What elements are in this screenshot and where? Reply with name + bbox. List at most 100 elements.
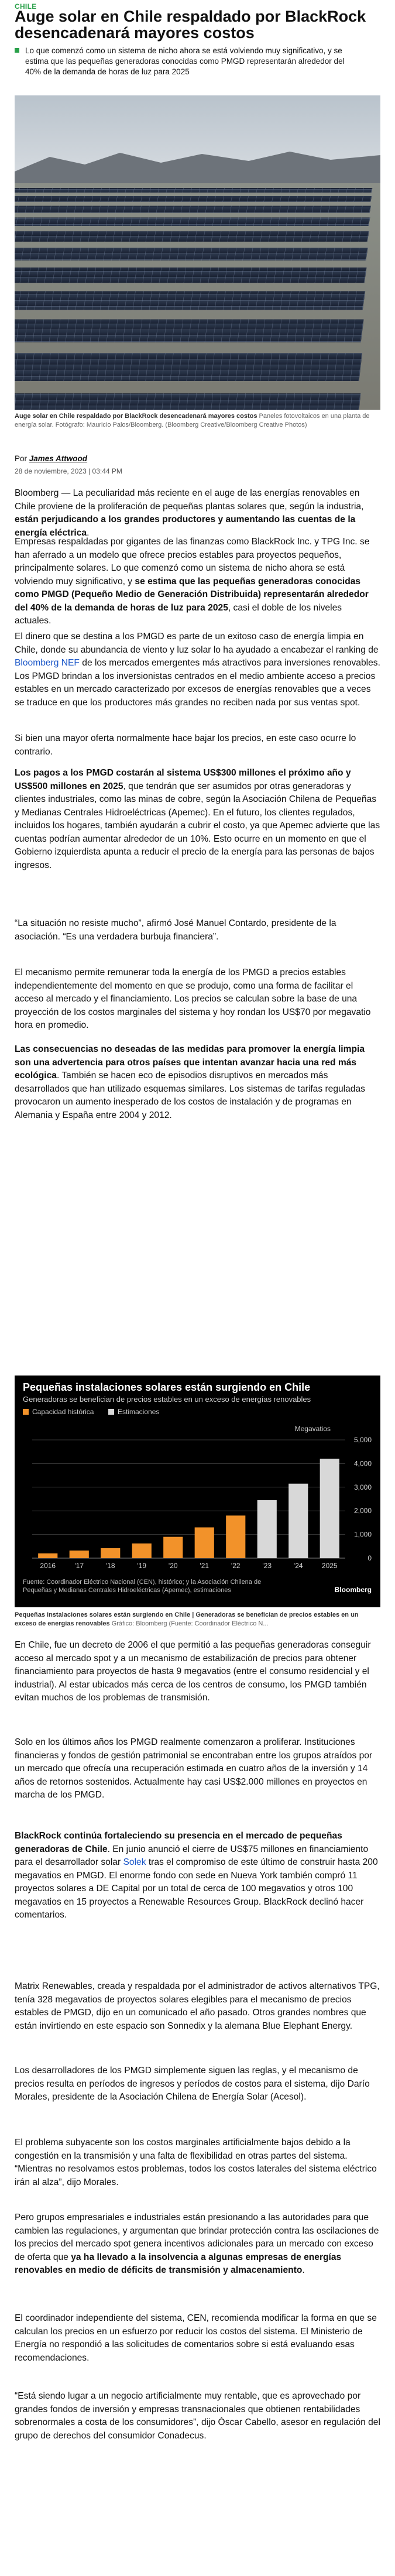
x-tick-label: '17: [74, 1562, 84, 1570]
chart-source-line-2: Pequeñas y Medianas Centrales Hidroeléct…: [23, 1587, 231, 1594]
bar-estimate: [320, 1459, 339, 1558]
bar-estimate: [288, 1483, 308, 1558]
solar-panels-photo: [15, 95, 380, 410]
bar-estimate: [257, 1500, 277, 1558]
text: El dinero que se destina a los PMGD es p…: [15, 632, 379, 655]
solar-panel-row: [15, 231, 369, 242]
solar-panel-row: [15, 267, 367, 283]
text: .: [302, 2265, 305, 2275]
solar-panel-row: [15, 188, 373, 193]
solar-panel-row: [15, 205, 372, 213]
bold-text: están perjudicando a los grandes product…: [15, 514, 356, 538]
legend-historic-swatch: [23, 1409, 29, 1415]
x-tick-label: '24: [294, 1562, 303, 1570]
legend-estimate-swatch: [108, 1409, 114, 1415]
hero-caption-title: Auge solar en Chile respaldado por Black…: [15, 413, 257, 420]
solar-capacity-chart: Pequeñas instalaciones solares están sur…: [15, 1376, 380, 1607]
paragraph-9: En Chile, fue un decreto de 2006 el que …: [15, 1639, 380, 1705]
paragraph-1: Bloomberg — La peculiaridad más reciente…: [15, 487, 380, 540]
text: . También se hacen eco de episodios disr…: [15, 1071, 365, 1120]
paragraph-7: El mecanismo permite remunerar toda la e…: [15, 966, 380, 1033]
section-kicker[interactable]: CHILE: [15, 2, 37, 11]
text: . En junio anunció el cierre de US$75 mi…: [15, 1844, 369, 1868]
chart-subtitle: Generadoras se benefician de precios est…: [23, 1395, 311, 1404]
paragraph-3: El dinero que se destina a los PMGD es p…: [15, 630, 380, 709]
solar-panel-row: [15, 196, 372, 202]
paragraph-2: Empresas respaldadas por gigantes de las…: [15, 536, 380, 628]
byline: Por James Attwood: [15, 454, 87, 463]
text: “Está siendo lugar a un negocio artifici…: [15, 2391, 380, 2441]
paragraph-11: BlackRock continúa fortaleciendo su pres…: [15, 1830, 380, 1922]
text: En Chile, fue un decreto de 2006 el que …: [15, 1640, 371, 1703]
bar-historic: [38, 1553, 58, 1558]
text: , casi el doble de los niveles actuales.: [15, 602, 342, 626]
solar-panel-row: [15, 291, 366, 310]
text: , que tendrán que ser asumidos por otras…: [15, 781, 380, 870]
bloomberg-nef-link[interactable]: Bloomberg NEF: [15, 658, 80, 668]
unit-label: Megavatios: [295, 1425, 331, 1433]
chart-caption-credit: Gráfico: Bloomberg (Fuente: Coordinador …: [109, 1620, 269, 1627]
deck-text: Lo que comenzó como un sistema de nicho …: [25, 46, 345, 76]
bold-text: BlackRock continúa fortaleciendo su pres…: [15, 1831, 342, 1854]
y-tick-label: 0: [367, 1554, 372, 1562]
bold-text: ya ha llevado a la insolvencia a algunas…: [15, 2252, 342, 2276]
hero-caption-credit: Paneles fotovoltaicos en una planta de e…: [15, 413, 370, 428]
publish-date: 28 de noviembre, 2023 | 03:44 PM: [15, 467, 122, 475]
chart-title: Pequeñas instalaciones solares están sur…: [23, 1381, 310, 1393]
text: “La situación no resiste mucho”, afirmó …: [15, 918, 336, 942]
article-headline: Auge solar en Chile respaldado por Black…: [15, 8, 366, 42]
text: Si bien una mayor oferta normalmente hac…: [15, 733, 356, 757]
text: Bloomberg — La peculiaridad más reciente…: [15, 488, 364, 512]
author-link[interactable]: James Attwood: [29, 454, 88, 463]
bar-historic: [69, 1551, 89, 1558]
paragraph-13: Los desarrolladores de los PMGD simpleme…: [15, 2064, 380, 2104]
paragraph-6: “La situación no resiste mucho”, afirmó …: [15, 917, 380, 944]
y-tick-label: 4,000: [354, 1459, 372, 1467]
paragraph-17: “Está siendo lugar a un negocio artifici…: [15, 2390, 380, 2443]
bold-text: se estima que las pequeñas generadoras c…: [15, 576, 369, 613]
bar-historic: [226, 1515, 246, 1558]
paragraph-16: El coordinador independiente del sistema…: [15, 2312, 380, 2365]
paragraph-12: Matrix Renewables, creada y respaldada p…: [15, 1980, 380, 2033]
text: Empresas respaldadas por gigantes de las…: [15, 537, 370, 586]
solek-link[interactable]: Solek: [123, 1857, 146, 1867]
solar-panel-row: [15, 248, 368, 260]
solar-panel-row: [15, 319, 364, 342]
chart-source-line-1: Fuente: Coordinador Eléctrico Nacional (…: [23, 1579, 261, 1586]
legend-historic-label: Capacidad histórica: [32, 1408, 94, 1416]
text: El mecanismo permite remunerar toda la e…: [15, 968, 371, 1030]
x-tick-label: '18: [106, 1562, 115, 1570]
chart-caption: Pequeñas instalaciones solares están sur…: [15, 1611, 380, 1628]
solar-panel-row: [15, 393, 361, 410]
chart-caption-title: Pequeñas instalaciones solares están sur…: [15, 1611, 359, 1627]
paragraph-10: Solo en los últimos años los PMGD realme…: [15, 1736, 380, 1802]
bloomberg-logo: Bloomberg: [335, 1586, 372, 1594]
hero-image: [15, 95, 380, 410]
x-tick-label: '22: [231, 1562, 241, 1570]
text: .: [87, 527, 90, 538]
text: El problema subyacente son los costos ma…: [15, 2138, 377, 2187]
bar-historic: [132, 1543, 152, 1558]
paragraph-5: Los pagos a los PMGD costarán al sistema…: [15, 767, 380, 872]
y-tick-label: 1,000: [354, 1531, 372, 1539]
y-tick-label: 3,000: [354, 1483, 372, 1491]
paragraph-8: Las consecuencias no deseadas de las med…: [15, 1043, 380, 1122]
x-tick-label: '21: [200, 1562, 209, 1570]
text: Los desarrolladores de los PMGD simpleme…: [15, 2066, 370, 2102]
bold-text: Los pagos a los PMGD costarán al sistema…: [15, 768, 351, 791]
y-tick-label: 5,000: [354, 1436, 372, 1444]
bullet-square-icon: [15, 48, 19, 53]
bar-historic: [163, 1536, 183, 1558]
paragraph-15: Pero grupos empresariales e industriales…: [15, 2211, 380, 2277]
byline-prefix: Por: [15, 454, 29, 463]
text: Solo en los últimos años los PMGD realme…: [15, 1737, 373, 1800]
solar-panel-row: [15, 353, 363, 381]
hero-caption: Auge solar en Chile respaldado por Black…: [15, 412, 380, 430]
text: Pero grupos empresariales e industriales…: [15, 2213, 379, 2262]
x-tick-label: '19: [137, 1562, 146, 1570]
bold-text: Las consecuencias no deseadas de las med…: [15, 1044, 365, 1081]
paragraph-4: Si bien una mayor oferta normalmente hac…: [15, 732, 380, 759]
text: de los mercados emergentes más atractivo…: [15, 658, 380, 708]
bar-historic: [101, 1548, 121, 1558]
x-tick-label: '20: [169, 1562, 178, 1570]
